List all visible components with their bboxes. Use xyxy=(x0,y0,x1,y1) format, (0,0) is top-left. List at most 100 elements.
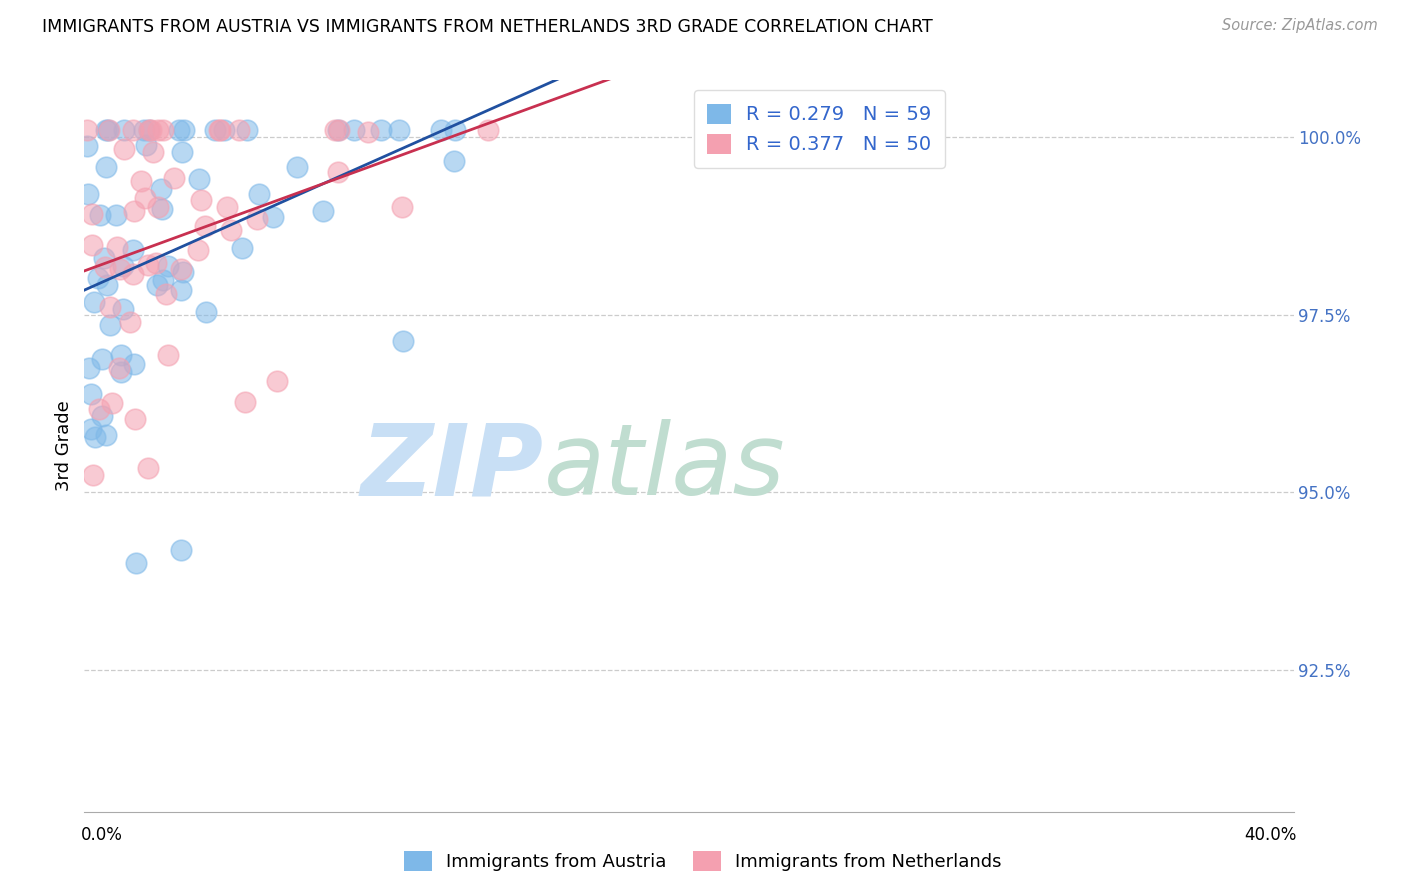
Point xyxy=(111,302,134,317)
Point xyxy=(194,219,217,234)
Point xyxy=(138,123,160,137)
Point xyxy=(87,271,110,285)
Point xyxy=(208,123,231,137)
Point xyxy=(444,123,467,137)
Point xyxy=(266,374,288,388)
Point xyxy=(150,202,173,216)
Point xyxy=(122,203,145,218)
Text: atlas: atlas xyxy=(544,419,786,516)
Text: Source: ZipAtlas.com: Source: ZipAtlas.com xyxy=(1222,18,1378,33)
Point xyxy=(139,123,162,137)
Point xyxy=(107,240,129,254)
Point xyxy=(163,171,186,186)
Point xyxy=(89,208,111,222)
Point xyxy=(134,191,156,205)
Point xyxy=(356,125,378,139)
Point xyxy=(111,259,134,273)
Point xyxy=(228,123,250,137)
Point xyxy=(138,123,160,137)
Point xyxy=(121,243,143,257)
Point xyxy=(94,428,117,442)
Point xyxy=(477,123,499,137)
Point xyxy=(120,315,142,329)
Point xyxy=(80,207,103,221)
Point xyxy=(152,123,174,137)
Point xyxy=(98,300,121,314)
Point xyxy=(79,361,101,376)
Point xyxy=(311,203,333,218)
Legend: R = 0.279   N = 59, R = 0.377   N = 50: R = 0.279 N = 59, R = 0.377 N = 50 xyxy=(695,90,945,168)
Point xyxy=(145,277,167,292)
Point xyxy=(134,123,156,137)
Point xyxy=(84,430,107,444)
Point xyxy=(97,123,120,137)
Legend: Immigrants from Austria, Immigrants from Netherlands: Immigrants from Austria, Immigrants from… xyxy=(398,844,1008,879)
Text: IMMIGRANTS FROM AUSTRIA VS IMMIGRANTS FROM NETHERLANDS 3RD GRADE CORRELATION CHA: IMMIGRANTS FROM AUSTRIA VS IMMIGRANTS FR… xyxy=(42,18,934,36)
Point xyxy=(212,123,235,137)
Point xyxy=(94,160,117,174)
Point xyxy=(83,295,105,310)
Text: 40.0%: 40.0% xyxy=(1244,826,1296,844)
Point xyxy=(129,174,152,188)
Point xyxy=(110,348,132,362)
Point xyxy=(157,348,180,362)
Point xyxy=(93,251,115,265)
Point xyxy=(231,241,253,255)
Y-axis label: 3rd Grade: 3rd Grade xyxy=(55,401,73,491)
Point xyxy=(391,200,413,214)
Point xyxy=(121,267,143,281)
Point xyxy=(246,211,269,226)
Point xyxy=(195,305,218,319)
Point xyxy=(91,351,114,366)
Point xyxy=(105,208,128,222)
Point xyxy=(172,265,194,279)
Point xyxy=(217,200,239,214)
Point xyxy=(136,258,159,272)
Point xyxy=(388,123,411,137)
Point xyxy=(262,211,284,225)
Point xyxy=(149,182,172,196)
Point xyxy=(96,277,118,292)
Point xyxy=(94,260,117,275)
Point xyxy=(188,171,211,186)
Point xyxy=(152,273,174,287)
Point xyxy=(76,139,98,153)
Point xyxy=(112,143,135,157)
Point xyxy=(146,200,169,214)
Point xyxy=(110,365,132,379)
Point xyxy=(233,395,256,409)
Point xyxy=(110,261,132,276)
Point xyxy=(370,123,392,137)
Point xyxy=(247,187,270,202)
Point xyxy=(323,123,346,137)
Text: ZIP: ZIP xyxy=(361,419,544,516)
Point xyxy=(125,556,148,570)
Point xyxy=(94,123,117,137)
Point xyxy=(170,145,193,159)
Point xyxy=(170,542,193,557)
Point xyxy=(169,123,191,137)
Point xyxy=(101,396,124,410)
Point xyxy=(326,165,349,179)
Point xyxy=(122,357,145,371)
Text: 0.0%: 0.0% xyxy=(82,826,124,844)
Point xyxy=(170,262,193,277)
Point xyxy=(155,287,177,301)
Point xyxy=(136,461,159,475)
Point xyxy=(157,259,180,273)
Point xyxy=(219,222,242,236)
Point xyxy=(285,160,308,174)
Point xyxy=(80,422,103,436)
Point xyxy=(190,193,212,207)
Point xyxy=(443,153,465,168)
Point xyxy=(392,334,415,349)
Point xyxy=(430,123,453,137)
Point xyxy=(209,123,232,137)
Point xyxy=(146,123,169,137)
Point xyxy=(91,409,114,424)
Point xyxy=(97,123,120,137)
Point xyxy=(112,123,135,137)
Point xyxy=(135,137,157,152)
Point xyxy=(328,123,350,137)
Point xyxy=(77,187,100,202)
